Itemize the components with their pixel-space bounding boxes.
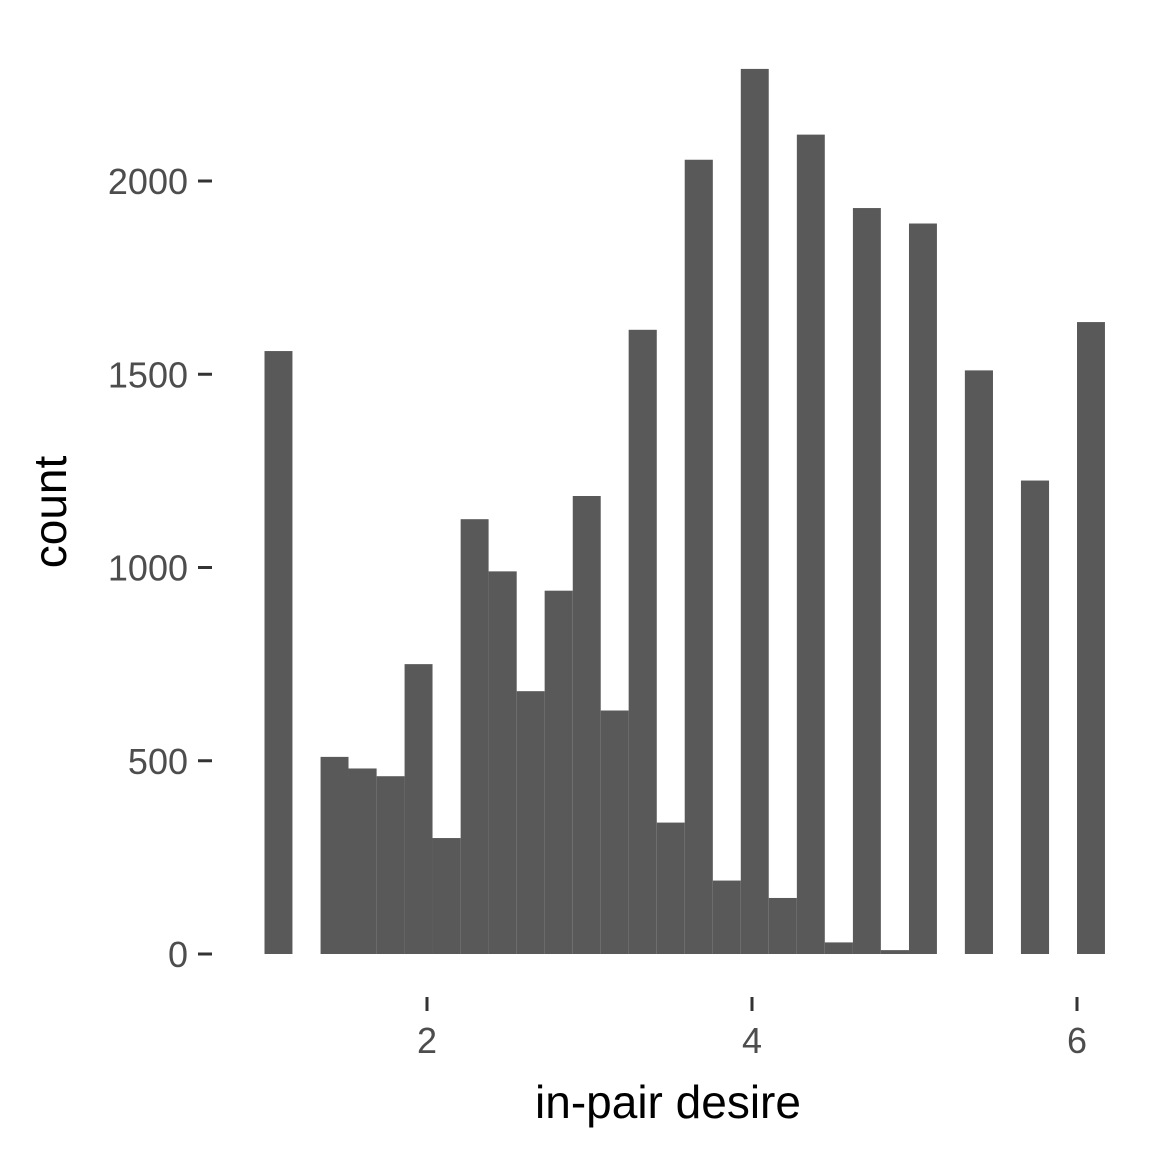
y-axis: 0 500 1000 1500 2000 <box>108 161 212 975</box>
bar-7 <box>460 519 489 954</box>
bar-10 <box>544 590 573 954</box>
bar-15 <box>684 159 713 955</box>
x-axis: 2 4 6 <box>417 997 1087 1061</box>
bar-13 <box>628 329 657 954</box>
bar-25 <box>964 370 993 954</box>
y-tick-label-500: 500 <box>128 741 188 782</box>
bar-21 <box>852 208 881 955</box>
bar-23 <box>908 223 937 954</box>
bar-29 <box>1077 322 1105 954</box>
x-tick-label-2: 2 <box>417 1020 437 1061</box>
y-tick-label-2000: 2000 <box>108 161 188 202</box>
bar-5 <box>404 664 433 955</box>
bar-3 <box>348 768 377 954</box>
bar-9 <box>516 691 545 954</box>
bar-8 <box>488 571 517 954</box>
y-tick-label-0: 0 <box>168 934 188 975</box>
bar-17 <box>740 68 769 954</box>
bar-20 <box>824 942 853 954</box>
bar-11 <box>572 496 601 954</box>
bar-16 <box>712 880 741 954</box>
bar-27 <box>1020 480 1050 954</box>
bars-group <box>264 68 1105 955</box>
bar-18 <box>768 897 797 954</box>
x-tick-label-6: 6 <box>1067 1020 1087 1061</box>
y-tick-label-1000: 1000 <box>108 548 188 589</box>
x-tick-label-4: 4 <box>742 1020 762 1061</box>
bar-6 <box>432 838 461 954</box>
bar-2 <box>320 756 349 954</box>
bar-22 <box>880 950 909 954</box>
bar-4 <box>376 776 405 954</box>
y-tick-label-1500: 1500 <box>108 354 188 395</box>
y-axis-title: count <box>24 456 76 569</box>
bar-19 <box>796 134 825 954</box>
bar-12 <box>600 710 629 954</box>
x-axis-title: in-pair desire <box>535 1076 801 1128</box>
bar-0 <box>264 351 293 954</box>
bar-14 <box>656 822 685 954</box>
